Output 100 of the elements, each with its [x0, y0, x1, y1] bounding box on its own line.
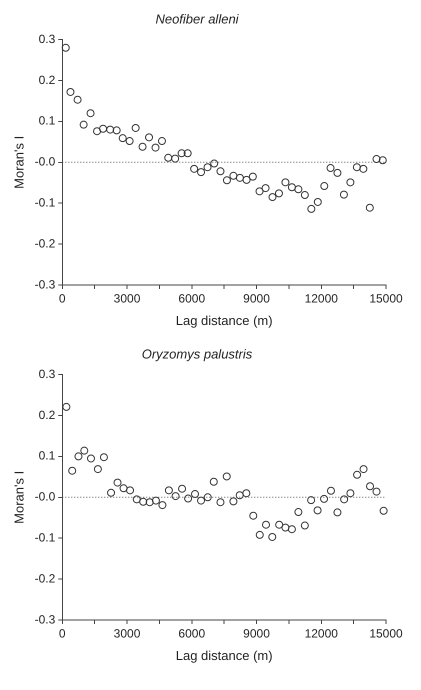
- point: [326, 164, 335, 172]
- y-tick-label: -0.1: [34, 530, 56, 545]
- point: [294, 508, 302, 516]
- point: [184, 494, 192, 503]
- point: [158, 137, 166, 146]
- point: [139, 498, 148, 506]
- x-tick-label: 9000: [243, 626, 270, 641]
- chart-title: Neofiber alleni: [155, 11, 240, 26]
- point: [353, 470, 362, 479]
- point: [300, 191, 309, 200]
- y-tick-label: -0.3: [34, 277, 56, 292]
- point: [126, 486, 134, 494]
- point: [248, 172, 257, 181]
- y-tick-label: 0.3: [38, 366, 56, 381]
- x-axis-title: Lag distance (m): [176, 312, 273, 328]
- point: [86, 109, 95, 118]
- point: [320, 494, 328, 503]
- x-tick-label: 0: [58, 292, 66, 306]
- point: [346, 489, 354, 498]
- point: [229, 497, 238, 506]
- point: [112, 126, 121, 134]
- point: [66, 88, 74, 96]
- point: [164, 154, 172, 162]
- point: [126, 137, 134, 146]
- point: [268, 193, 276, 202]
- y-tick-label: 0.2: [38, 72, 56, 87]
- point: [114, 478, 122, 487]
- point: [80, 120, 88, 129]
- point: [222, 472, 231, 480]
- point: [74, 452, 82, 460]
- point: [138, 142, 147, 151]
- point: [346, 178, 354, 186]
- point: [378, 156, 387, 164]
- point: [352, 163, 361, 172]
- point: [145, 133, 154, 142]
- point: [314, 198, 322, 206]
- point: [172, 492, 180, 500]
- y-tick-label: -0.0: [34, 490, 56, 504]
- point: [366, 204, 374, 212]
- y-tick-label: -0.3: [34, 612, 56, 626]
- y-tick-label: 0.1: [38, 448, 56, 463]
- point: [326, 486, 335, 495]
- point: [68, 466, 76, 475]
- point: [132, 495, 141, 504]
- point: [340, 190, 348, 199]
- x-tick-label: 9000: [243, 292, 270, 306]
- point: [262, 520, 270, 529]
- point: [359, 164, 368, 173]
- point: [94, 465, 102, 474]
- y-tick-label: 0.3: [38, 32, 56, 46]
- point: [242, 176, 251, 184]
- point: [171, 154, 180, 163]
- point: [216, 498, 224, 506]
- point: [62, 402, 70, 411]
- point: [120, 484, 128, 492]
- point: [256, 530, 264, 539]
- y-axis-title: Moran's I: [11, 470, 26, 524]
- point: [86, 454, 95, 462]
- x-tick-label: 12000: [304, 292, 338, 306]
- point: [281, 178, 290, 186]
- point: [204, 493, 212, 502]
- point: [300, 522, 309, 530]
- point: [380, 506, 388, 515]
- point: [184, 149, 192, 158]
- point: [275, 520, 284, 529]
- chart-title: Oryzomys palustris: [142, 346, 253, 362]
- point: [372, 488, 381, 496]
- y-tick-label: -0.2: [34, 571, 56, 586]
- point: [249, 512, 258, 520]
- y-tick-label: 0.1: [38, 114, 56, 128]
- point: [152, 144, 160, 152]
- x-axis-title: Lag distance (m): [176, 648, 273, 663]
- point: [262, 184, 270, 192]
- point: [197, 168, 206, 176]
- point: [360, 465, 368, 474]
- point: [106, 126, 114, 134]
- point: [294, 185, 302, 194]
- point: [288, 525, 296, 534]
- point: [333, 508, 342, 516]
- point: [107, 488, 116, 497]
- point: [288, 183, 296, 192]
- point: [80, 446, 88, 455]
- y-axis-title: Moran's I: [11, 136, 26, 189]
- point: [158, 501, 166, 510]
- y-tick-label: -0.0: [34, 154, 56, 169]
- point: [268, 532, 276, 541]
- point: [152, 496, 160, 505]
- point: [222, 176, 231, 184]
- x-tick-label: 0: [58, 626, 66, 641]
- point: [178, 149, 186, 158]
- point: [307, 496, 316, 504]
- point: [242, 489, 250, 498]
- point: [62, 44, 70, 52]
- x-tick-label: 3000: [114, 626, 141, 641]
- point: [190, 164, 198, 173]
- point: [236, 491, 244, 500]
- point: [132, 124, 140, 132]
- y-tick-label: 0.2: [38, 408, 56, 422]
- point: [340, 495, 348, 504]
- point: [204, 163, 212, 172]
